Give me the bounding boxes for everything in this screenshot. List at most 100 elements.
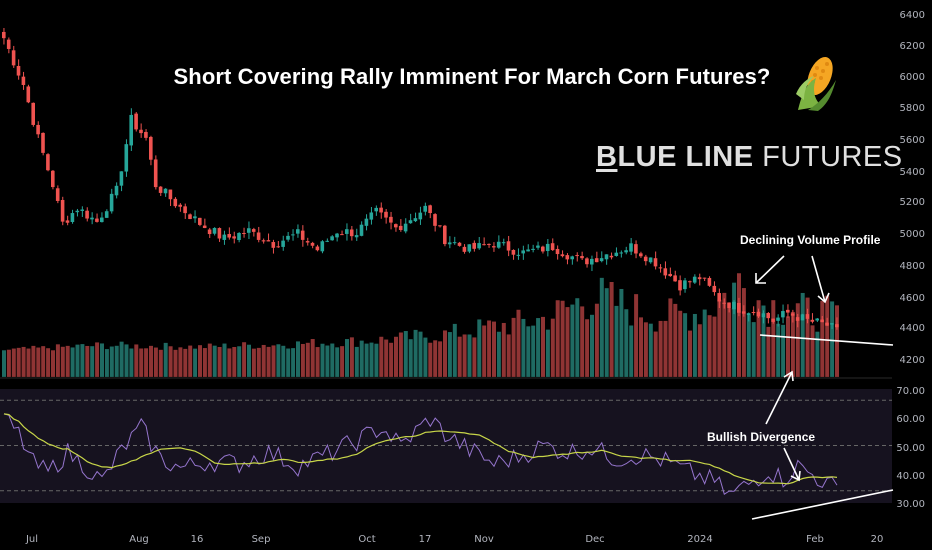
candle-body bbox=[6, 39, 11, 49]
candle-body bbox=[805, 314, 810, 319]
time-tick-label: Jul bbox=[25, 534, 38, 545]
candle-body bbox=[751, 312, 756, 314]
volume-bar bbox=[193, 348, 198, 377]
candle-body bbox=[354, 235, 359, 238]
rsi-tick-label: 70.00 bbox=[896, 386, 925, 397]
candle-body bbox=[526, 249, 530, 252]
volume-bar bbox=[261, 344, 266, 377]
arrow-volume-left bbox=[755, 255, 785, 284]
candle-body bbox=[658, 267, 663, 269]
rsi-trendline bbox=[751, 489, 894, 520]
volume-bar bbox=[575, 298, 580, 377]
candle-body bbox=[438, 225, 442, 227]
candle-body bbox=[511, 249, 516, 255]
candle-body bbox=[55, 188, 60, 201]
volume-bar bbox=[766, 326, 771, 377]
volume-bar bbox=[629, 325, 634, 377]
volume-bar bbox=[496, 331, 501, 377]
candle-body bbox=[256, 232, 261, 240]
candle-body bbox=[418, 212, 423, 220]
candle-body bbox=[291, 234, 295, 236]
volume-bar bbox=[51, 350, 55, 377]
candle-body bbox=[590, 258, 594, 265]
volume-bar bbox=[168, 346, 173, 377]
volume-bar bbox=[349, 337, 354, 377]
price-tick-label: 5800 bbox=[900, 103, 925, 114]
divergence-annotation: Bullish Divergence bbox=[707, 430, 816, 444]
volume-bar bbox=[369, 342, 374, 377]
candle-body bbox=[506, 241, 511, 251]
rsi-guides bbox=[0, 399, 892, 492]
volume-bar bbox=[761, 305, 766, 377]
candle-body bbox=[41, 132, 45, 153]
candle-body bbox=[232, 236, 236, 239]
volume-bar bbox=[237, 346, 242, 377]
candle-body bbox=[570, 256, 574, 260]
volume-bar bbox=[541, 316, 545, 377]
candle-body bbox=[198, 217, 202, 225]
candle-body bbox=[75, 210, 80, 213]
candle-body bbox=[129, 114, 133, 146]
arrow-volume-right-head bbox=[817, 292, 830, 304]
volume-bar bbox=[805, 297, 810, 377]
price-axis: 6400 6200 6000 5800 5600 5400 5200 5000 4800 4600… bbox=[900, 10, 925, 366]
candle-body bbox=[60, 200, 65, 222]
candle-body bbox=[237, 233, 241, 241]
volume-bar bbox=[683, 313, 688, 377]
candle-body bbox=[609, 255, 614, 258]
candle-body bbox=[697, 277, 702, 280]
candle-body bbox=[119, 171, 124, 186]
candle-body bbox=[668, 273, 672, 277]
volume-bar bbox=[41, 346, 46, 377]
volume-bar bbox=[212, 345, 217, 377]
volume-bar bbox=[594, 303, 599, 377]
volume-bar bbox=[149, 345, 153, 377]
volume-bar bbox=[452, 323, 457, 377]
candle-body bbox=[100, 217, 104, 223]
candle-body bbox=[46, 154, 50, 171]
candle-body bbox=[163, 188, 168, 194]
rsi-tick-label: 50.00 bbox=[896, 443, 925, 454]
candle-body bbox=[790, 313, 795, 316]
candle-body bbox=[496, 241, 501, 248]
volume-bar bbox=[707, 315, 712, 377]
volume-bar bbox=[545, 329, 550, 377]
candle-body bbox=[545, 243, 550, 252]
volume-bar bbox=[144, 348, 149, 377]
volume-bar bbox=[472, 337, 477, 377]
arrow-volume-left-head bbox=[755, 273, 766, 284]
volume-bar bbox=[678, 310, 683, 377]
candle-body bbox=[560, 254, 565, 257]
candle-body bbox=[124, 144, 129, 172]
volume-bar bbox=[398, 332, 403, 377]
candle-body bbox=[2, 31, 6, 39]
volume-bar bbox=[188, 345, 193, 377]
candle-body bbox=[227, 234, 231, 238]
volume-bar bbox=[604, 288, 609, 377]
volume-bar bbox=[692, 313, 697, 377]
volume-bar bbox=[830, 301, 835, 377]
volume-bar bbox=[2, 350, 6, 377]
candle-body bbox=[325, 240, 329, 242]
volume-bar bbox=[70, 347, 75, 377]
candle-body bbox=[835, 324, 839, 328]
candle-body bbox=[467, 244, 472, 252]
price-tick-label: 6400 bbox=[900, 10, 925, 21]
candle-body bbox=[300, 230, 305, 240]
candle-body bbox=[95, 218, 99, 222]
candle-body bbox=[531, 248, 535, 250]
candle-body bbox=[830, 323, 834, 325]
candle-body bbox=[550, 243, 555, 251]
volume-bar bbox=[648, 323, 653, 377]
candle-body bbox=[384, 211, 388, 218]
volume-bar bbox=[394, 336, 398, 377]
candle-body bbox=[340, 234, 344, 236]
volume-bar bbox=[281, 345, 286, 377]
candle-body bbox=[80, 209, 84, 211]
volume-bar bbox=[247, 344, 251, 377]
volume-bar bbox=[658, 320, 663, 377]
volume-bar bbox=[756, 300, 761, 377]
volume-bar bbox=[565, 307, 570, 377]
candle-body bbox=[536, 245, 540, 248]
